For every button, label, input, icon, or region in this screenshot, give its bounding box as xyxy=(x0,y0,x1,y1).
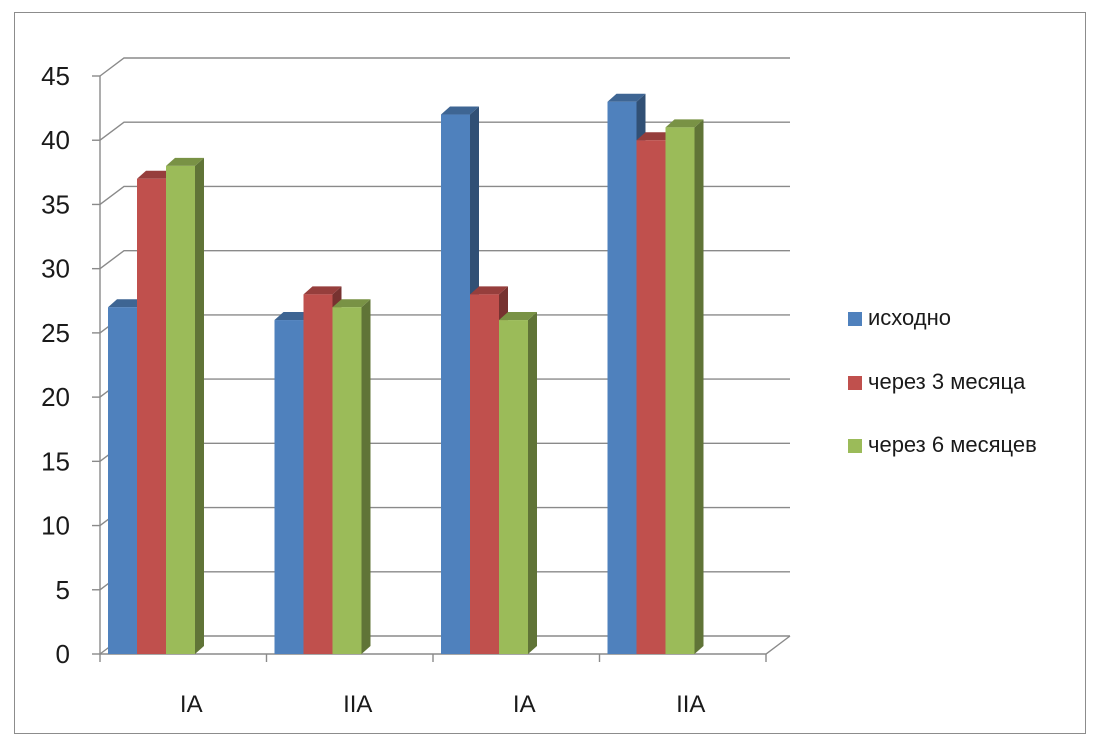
bar-front xyxy=(303,294,333,654)
bar-top xyxy=(636,132,675,141)
bar-front xyxy=(470,294,499,654)
bar-top xyxy=(166,157,204,166)
bar-top xyxy=(441,106,479,115)
y-tick-label: 10 xyxy=(41,511,70,541)
bar-3-3 xyxy=(499,312,537,654)
y-tick-label: 20 xyxy=(41,382,70,412)
x-tick-label: IIA xyxy=(343,691,372,718)
gridline xyxy=(99,185,790,206)
legend-swatch-series-3 xyxy=(848,439,862,453)
bar-front xyxy=(441,114,470,655)
bar-front xyxy=(332,307,362,654)
x-tick-label: IA xyxy=(513,691,536,718)
bar-3-4 xyxy=(665,119,704,654)
bar-top xyxy=(665,119,704,128)
legend-swatch-series-2 xyxy=(848,376,862,390)
bar-3-1 xyxy=(166,157,204,654)
bars xyxy=(108,93,704,655)
bar-front xyxy=(665,127,695,654)
bar-front xyxy=(636,140,666,654)
bar-top xyxy=(470,286,508,295)
legend-label-series-2: через 3 месяца xyxy=(868,369,1026,394)
bar-front xyxy=(166,165,195,654)
bar-top xyxy=(499,312,537,321)
bar-top xyxy=(137,170,175,179)
bar-top xyxy=(332,299,371,308)
bar-top xyxy=(274,312,313,321)
bar-top xyxy=(303,286,342,295)
y-tick-label: 25 xyxy=(41,318,70,348)
y-tick-label: 15 xyxy=(41,446,70,476)
y-tick-label: 35 xyxy=(41,189,70,219)
y-tick-label: 40 xyxy=(41,125,70,155)
bar-top xyxy=(607,93,646,102)
bar-top xyxy=(108,299,146,308)
bar-front xyxy=(274,320,304,654)
bar-side xyxy=(694,119,704,654)
x-tick-label: IIA xyxy=(676,691,705,718)
legend-label-series-1: исходно xyxy=(868,305,952,330)
axis-labels: 0 5 10 15 20 25 30 35 40 45 IA IIA IA IIA xyxy=(41,61,705,718)
x-tick-label: IA xyxy=(180,691,203,718)
bar-front xyxy=(108,307,137,654)
bar-front xyxy=(499,320,528,654)
bar-1-3 xyxy=(441,106,479,655)
legend-swatch-series-1 xyxy=(848,312,862,326)
bar-front xyxy=(137,178,166,654)
gridline xyxy=(99,57,790,77)
bar-front xyxy=(607,101,637,654)
bar-3-2 xyxy=(332,299,371,654)
legend-label-series-3: через 6 месяцев xyxy=(868,432,1037,457)
gridline xyxy=(99,249,790,270)
y-tick-label: 45 xyxy=(41,61,70,91)
bar-side xyxy=(528,312,537,654)
bar-side xyxy=(195,157,204,654)
y-tick-label: 5 xyxy=(56,575,70,605)
bar-side xyxy=(361,299,371,654)
gridline xyxy=(99,121,790,141)
y-tick-label: 30 xyxy=(41,254,70,284)
y-tick-label: 0 xyxy=(56,639,70,669)
